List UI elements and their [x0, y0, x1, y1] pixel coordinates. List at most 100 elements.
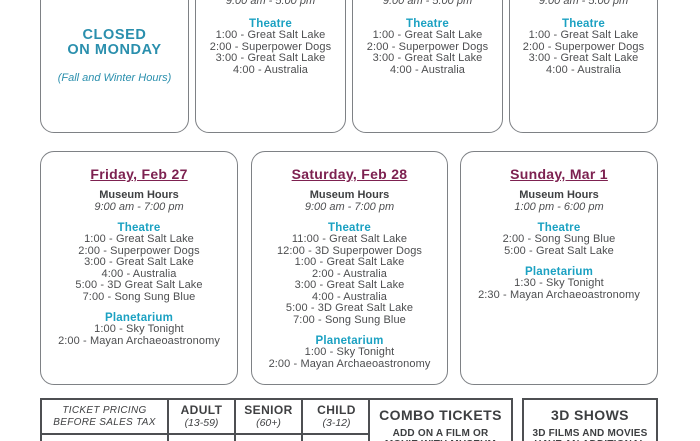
- schedule-line: 4:00 - Australia: [101, 267, 177, 280]
- schedule-line: 11:00 - Great Salt Lake: [291, 233, 408, 245]
- museum-hours-value: 9:00 am - 7:00 pm: [304, 201, 395, 213]
- pricing-empty-cell: [40, 433, 169, 441]
- museum-hours-label: Museum Hours: [99, 189, 179, 201]
- ticket-pricing-table: TICKET PRICING BEFORE SALES TAX ADULT (1…: [40, 398, 372, 441]
- combo-tickets-line2: MOVIE WITH MUSEUM: [370, 439, 511, 441]
- theatre-heading: Theatre: [406, 18, 449, 30]
- card-friday: Friday, Feb 27 Museum Hours 9:00 am - 7:…: [40, 151, 238, 385]
- schedule-line: 3:00 - Great Salt Lake: [215, 52, 326, 64]
- card-sunday: Sunday, Mar 1 Museum Hours 1:00 pm - 6:0…: [460, 151, 658, 385]
- pricing-empty-cell: [167, 433, 236, 441]
- pricing-empty-cell: [234, 433, 303, 441]
- card-weekday-1: 9:00 am - 5:00 pm Theatre 1:00 - Great S…: [195, 0, 346, 133]
- schedule-line: 1:00 - Great Salt Lake: [294, 256, 405, 268]
- pricing-label-line2: BEFORE SALES TAX: [53, 416, 156, 428]
- adult-label: ADULT: [180, 403, 223, 417]
- schedule-line: 1:00 - Great Salt Lake: [372, 29, 483, 41]
- planetarium-heading: Planetarium: [315, 335, 384, 347]
- theatre-schedule-list: 11:00 - Great Salt Lake 12:00 - 3D Superp…: [252, 233, 447, 326]
- combo-tickets-line1: ADD ON A FILM OR: [392, 428, 489, 439]
- planetarium-heading: Planetarium: [104, 312, 174, 324]
- planetarium-schedule-list: 1:00 - Sky Tonight 2:00 - Mayan Archaeoas…: [41, 323, 237, 347]
- schedule-line: 4:00 - Australia: [312, 290, 387, 303]
- schedule-line: 5:00 - 3D Great Salt Lake: [75, 279, 203, 291]
- schedule-line: 3:00 - Great Salt Lake: [84, 256, 194, 268]
- schedule-line: 4:00 - Australia: [546, 63, 621, 76]
- card-weekday-3: 9:00 am - 5:00 pm Theatre 1:00 - Great S…: [509, 0, 658, 133]
- schedule-line: 5:00 - 3D Great Salt Lake: [285, 302, 414, 314]
- schedule-line: 1:00 - Sky Tonight: [94, 323, 184, 335]
- schedule-line: 2:00 - Australia: [312, 267, 387, 280]
- closed-line2: ON MONDAY: [67, 42, 162, 58]
- schedule-line: 2:00 - Superpower Dogs: [209, 40, 332, 53]
- theatre-heading: Theatre: [249, 18, 292, 30]
- combo-tickets-title: COMBO TICKETS: [379, 407, 502, 423]
- schedule-line: 7:00 - Song Sung Blue: [82, 290, 196, 303]
- adult-age-range: (13-59): [184, 417, 219, 429]
- theatre-schedule-list: 1:00 - Great Salt Lake 2:00 - Superpower …: [510, 29, 657, 76]
- museum-hours-label: Museum Hours: [309, 189, 390, 201]
- pricing-label-line1: TICKET PRICING: [62, 405, 147, 416]
- card-weekday-2: 9:00 am - 5:00 pm Theatre 1:00 - Great S…: [352, 0, 503, 133]
- schedule-line: 1:00 - Great Salt Lake: [215, 29, 326, 41]
- child-label: CHILD: [317, 403, 356, 417]
- shows-3d-line1: 3D FILMS AND MOVIES: [532, 428, 648, 439]
- schedule-line: 2:00 - Mayan Archaeoastronomy: [268, 357, 431, 370]
- theatre-heading: Theatre: [117, 222, 161, 234]
- pricing-col-senior: SENIOR (60+): [234, 398, 303, 435]
- schedule-line: 2:30 - Mayan Archaeoastronomy: [478, 288, 640, 301]
- museum-hours-value: 9:00 am - 7:00 pm: [94, 201, 184, 213]
- card-monday-closed: CLOSED ON MONDAY (Fall and Winter Hours): [40, 0, 189, 133]
- schedule-line: 2:00 - Superpower Dogs: [522, 40, 645, 53]
- theatre-schedule-list: 1:00 - Great Salt Lake 2:00 - Superpower …: [41, 233, 237, 303]
- schedule-line: 1:00 - Sky Tonight: [304, 346, 395, 358]
- schedule-line: 2:00 - Superpower Dogs: [78, 244, 200, 257]
- card-saturday: Saturday, Feb 28 Museum Hours 9:00 am - …: [251, 151, 448, 385]
- closed-monday-title: CLOSED ON MONDAY: [41, 28, 188, 58]
- theatre-heading: Theatre: [562, 18, 605, 30]
- child-age-range: (3-12): [322, 417, 351, 429]
- shows-3d-line2: HAVE AN ADDITIONAL: [524, 439, 656, 441]
- schedule-line: 12:00 - 3D Superpower Dogs: [276, 244, 423, 257]
- shows-3d-box: 3D SHOWS 3D FILMS AND MOVIES HAVE AN ADD…: [522, 398, 658, 441]
- schedule-line: 7:00 - Song Sung Blue: [293, 313, 406, 326]
- museum-hours-value: 1:00 pm - 6:00 pm: [514, 201, 604, 213]
- pricing-row-label-cell: TICKET PRICING BEFORE SALES TAX: [40, 398, 169, 435]
- theatre-schedule-list: 1:00 - Great Salt Lake 2:00 - Superpower …: [353, 29, 502, 76]
- schedule-line: 3:00 - Great Salt Lake: [372, 52, 483, 64]
- schedule-line: 3:00 - Great Salt Lake: [528, 52, 639, 64]
- shows-3d-title: 3D SHOWS: [551, 407, 629, 423]
- schedule-line: 1:30 - Sky Tonight: [514, 277, 604, 289]
- schedule-line: 5:00 - Great Salt Lake: [504, 244, 614, 257]
- day-title: Friday, Feb 27: [90, 166, 188, 182]
- schedule-line: 1:00 - Great Salt Lake: [528, 29, 639, 41]
- combo-tickets-box: COMBO TICKETS ADD ON A FILM OR MOVIE WIT…: [368, 398, 513, 441]
- closed-line1: CLOSED: [82, 27, 147, 43]
- theatre-heading: Theatre: [328, 222, 371, 234]
- pricing-header-row: TICKET PRICING BEFORE SALES TAX ADULT (1…: [40, 398, 372, 435]
- day-title: Saturday, Feb 28: [291, 166, 408, 182]
- theatre-heading: Theatre: [537, 222, 581, 234]
- senior-age-range: (60+): [256, 417, 281, 429]
- schedule-line: 2:00 - Mayan Archaeoastronomy: [58, 334, 220, 347]
- pricing-empty-cell: [301, 433, 372, 441]
- pricing-col-child: CHILD (3-12): [301, 398, 372, 435]
- planetarium-heading: Planetarium: [524, 266, 594, 278]
- pricing-col-adult: ADULT (13-59): [167, 398, 236, 435]
- theatre-schedule-list: 2:00 - Song Sung Blue 5:00 - Great Salt L…: [461, 233, 657, 257]
- day-title: Sunday, Mar 1: [510, 166, 608, 182]
- senior-label: SENIOR: [244, 403, 293, 417]
- museum-hours-value: 9:00 am - 5:00 pm: [225, 0, 316, 7]
- museum-hours-label: Museum Hours: [519, 189, 599, 201]
- planetarium-schedule-list: 1:30 - Sky Tonight 2:30 - Mayan Archaeoas…: [461, 277, 657, 301]
- schedule-line: 4:00 - Australia: [390, 63, 465, 76]
- planetarium-schedule-list: 1:00 - Sky Tonight 2:00 - Mayan Archaeoas…: [252, 346, 447, 370]
- schedule-line: 2:00 - Superpower Dogs: [366, 40, 489, 53]
- theatre-schedule-list: 1:00 - Great Salt Lake 2:00 - Superpower …: [196, 29, 345, 76]
- schedule-line: 3:00 - Great Salt Lake: [294, 279, 405, 291]
- museum-hours-value: 9:00 am - 5:00 pm: [538, 0, 629, 7]
- schedule-line: 1:00 - Great Salt Lake: [84, 233, 194, 245]
- fall-winter-hours-note: (Fall and Winter Hours): [57, 72, 172, 84]
- pricing-data-row: [40, 433, 372, 441]
